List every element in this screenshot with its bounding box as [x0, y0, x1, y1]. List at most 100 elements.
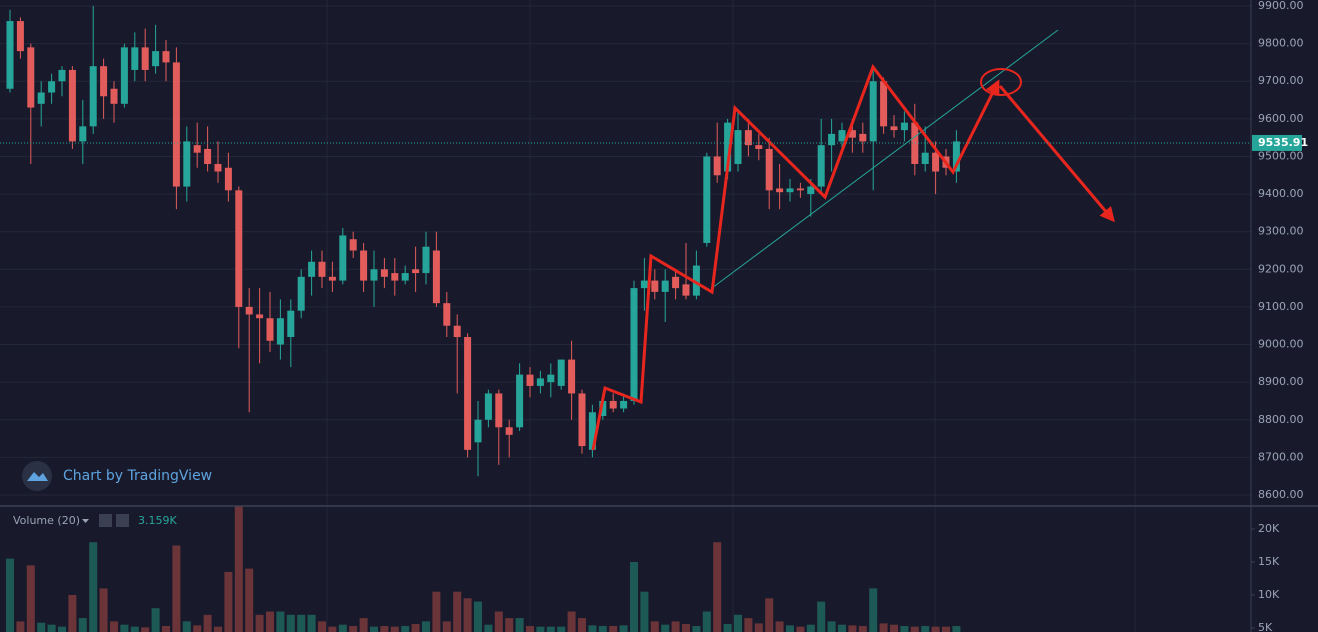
volume-bar [266, 611, 274, 632]
volume-bar [702, 611, 711, 632]
close-icon[interactable] [116, 514, 129, 527]
candle-body [692, 265, 700, 296]
volume-bar [349, 626, 358, 632]
volume-bar [422, 621, 430, 632]
candle-body [911, 122, 919, 164]
volume-bar [193, 625, 202, 632]
candle-body [838, 130, 846, 142]
candle-body [578, 393, 586, 447]
candle-body [391, 273, 399, 281]
y-tick-label: 9400.00 [1258, 187, 1304, 200]
volume-bar [411, 624, 420, 632]
volume-bar [16, 621, 25, 632]
candle-body [89, 66, 97, 127]
candle-body [339, 235, 347, 281]
dropdown-icon[interactable] [82, 519, 89, 523]
last-price-label: 9535.91 [1258, 136, 1308, 149]
volume-bar [744, 618, 753, 632]
candle-body [640, 280, 648, 289]
volume-bar [942, 626, 950, 632]
volume-tick-label: 5K [1258, 621, 1273, 632]
candle-body [474, 419, 482, 443]
candle-body [152, 51, 160, 67]
volume-bar [578, 618, 586, 632]
candle-body [370, 269, 378, 281]
candle-body [432, 250, 440, 304]
volume-bar [567, 611, 576, 632]
candle-body [588, 412, 596, 450]
volume-bar [713, 542, 722, 632]
candle-body [651, 280, 659, 292]
candle-body [214, 163, 222, 172]
volume-bar [68, 595, 77, 632]
volume-bar [89, 542, 98, 632]
volume-bar [463, 598, 472, 632]
volume-bar [921, 626, 930, 632]
volume-bar [370, 626, 378, 632]
y-tick-label: 8600.00 [1258, 488, 1304, 501]
candle-body [713, 156, 721, 176]
candle-body [484, 393, 492, 420]
candle-body [172, 62, 180, 187]
down-arrow [998, 85, 1115, 223]
candle-body [401, 273, 409, 281]
candle-body [412, 269, 420, 274]
candle-body [141, 47, 149, 70]
trend-line [711, 29, 1059, 289]
candle-body [828, 133, 836, 146]
volume-bar [505, 618, 514, 632]
y-tick-label: 9000.00 [1258, 338, 1304, 351]
volume-bar [432, 591, 441, 632]
candle-body [526, 374, 534, 386]
volume-bar [609, 626, 618, 632]
volume-bar [754, 623, 763, 632]
candle-body [568, 359, 576, 394]
y-tick-label: 9300.00 [1258, 225, 1304, 238]
volume-bar [900, 626, 909, 632]
volume-bar [692, 626, 701, 632]
candle-body [287, 310, 295, 338]
volume-bar [952, 626, 961, 632]
volume-bar [671, 621, 680, 632]
candle-body [266, 318, 274, 341]
volume-bar [162, 626, 170, 632]
candle-body [900, 122, 908, 131]
candle-body [796, 188, 804, 191]
candle-body [516, 374, 524, 428]
volume-bar [796, 626, 805, 632]
volume-bar [442, 621, 451, 632]
volume-bar [390, 626, 399, 632]
candle-body [630, 288, 638, 401]
volume-bar [806, 624, 815, 632]
candle-body [204, 148, 212, 164]
y-tick-label: 9700.00 [1258, 74, 1304, 87]
y-tick-label: 9900.00 [1258, 0, 1304, 12]
volume-bar [328, 626, 337, 632]
volume-tick-label: 10K [1258, 588, 1280, 601]
volume-bar [494, 611, 503, 632]
candle-body [765, 148, 773, 191]
candle-body [599, 400, 607, 417]
volume-bar [286, 614, 295, 632]
candle-body [328, 276, 336, 281]
vertical-grid [326, 0, 1136, 632]
volume-title: Volume (20) [13, 514, 80, 527]
volume-bar [661, 624, 670, 632]
volume-bar [182, 621, 191, 632]
settings-icon[interactable] [99, 514, 112, 527]
watermark-text: Chart by TradingView [63, 468, 212, 484]
candle-body [703, 156, 711, 243]
candle-body [807, 186, 815, 195]
volume-bar [515, 618, 524, 632]
volume-bar [26, 565, 35, 632]
volume-bar [484, 624, 493, 632]
candle-body [755, 145, 763, 149]
volume-bar [879, 623, 888, 632]
watermark: Chart by TradingView [22, 461, 212, 491]
volume-bar [47, 624, 56, 632]
candle-body [453, 325, 461, 338]
volume-bar [120, 624, 129, 632]
candle-body [890, 126, 898, 131]
y-tick-label: 8900.00 [1258, 375, 1304, 388]
volume-bar [203, 614, 212, 632]
